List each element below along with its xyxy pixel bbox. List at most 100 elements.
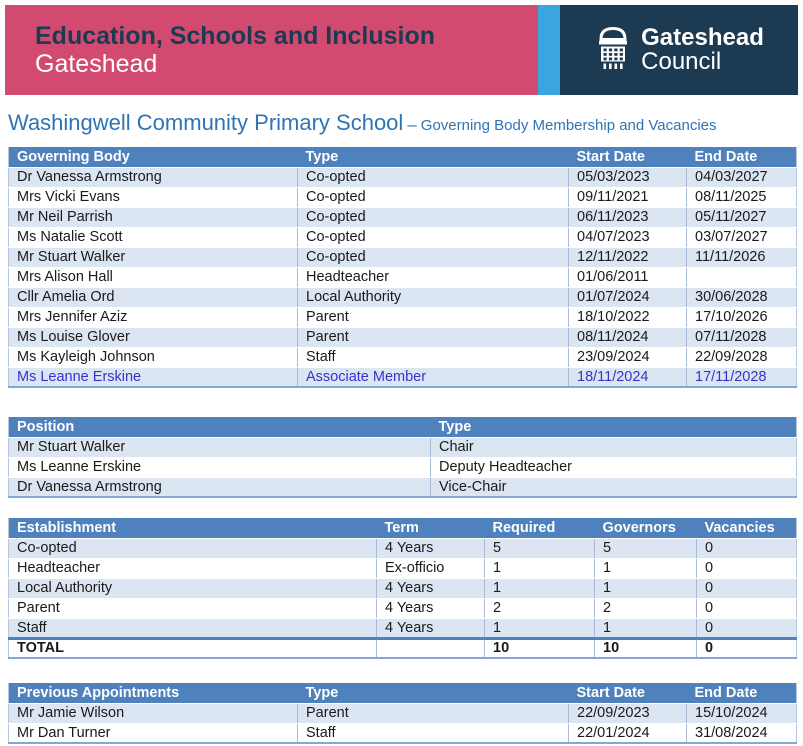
cell: 03/07/2027 xyxy=(686,227,797,248)
column-header: Establishment xyxy=(8,518,377,539)
column-header: Term xyxy=(376,518,485,539)
cell: 11/11/2026 xyxy=(686,247,797,268)
cell: Cllr Amelia Ord xyxy=(8,287,298,308)
cell: Ms Leanne Erskine xyxy=(8,367,298,388)
cell: 4 Years xyxy=(376,578,485,599)
cell: 04/07/2023 xyxy=(568,227,687,248)
page-title: Washingwell Community Primary School – Gov… xyxy=(8,110,717,136)
column-header: Governors xyxy=(594,518,697,539)
cell: Headteacher xyxy=(8,558,377,579)
cell: 0 xyxy=(696,538,797,559)
table-row: Headteacher Ex-officio 1 1 0 xyxy=(8,558,797,579)
positions-table: Position Type Mr Stuart Walker Chair Ms … xyxy=(8,417,797,498)
school-name: Washingwell Community Primary School xyxy=(8,110,404,135)
council-logo-text: Gateshead Council xyxy=(641,23,764,75)
divider-stripe xyxy=(538,5,560,95)
cell: 0 xyxy=(696,598,797,619)
cell: 01/07/2024 xyxy=(568,287,687,308)
column-header: Start Date xyxy=(568,683,687,704)
column-header: Start Date xyxy=(568,147,687,168)
cell: 22/01/2024 xyxy=(568,723,687,744)
cell: 22/09/2023 xyxy=(568,703,687,724)
cell: Chair xyxy=(430,437,797,458)
cell: 09/11/2021 xyxy=(568,187,687,208)
cell: 07/11/2028 xyxy=(686,327,797,348)
logo-suffix: Council xyxy=(641,48,722,75)
column-header: Previous Appointments xyxy=(8,683,298,704)
table-row: Staff 4 Years 1 1 0 xyxy=(8,618,797,639)
cell: Parent xyxy=(297,327,569,348)
cell: 0 xyxy=(696,636,797,659)
cell: Dr Vanessa Armstrong xyxy=(8,477,431,498)
cell: Ms Natalie Scott xyxy=(8,227,298,248)
table-row: Cllr Amelia Ord Local Authority 01/07/20… xyxy=(8,287,797,308)
cell: 08/11/2025 xyxy=(686,187,797,208)
table-row: Mr Dan Turner Staff 22/01/2024 31/08/202… xyxy=(8,723,797,744)
cell: Local Authority xyxy=(297,287,569,308)
cell: 5 xyxy=(484,538,595,559)
cell: Co-opted xyxy=(297,167,569,188)
previous-appointments-table: Previous Appointments Type Start Date En… xyxy=(8,683,797,744)
cell: Mr Neil Parrish xyxy=(8,207,298,228)
cell: Parent xyxy=(297,307,569,328)
cell: Co-opted xyxy=(297,227,569,248)
column-header: Type xyxy=(430,417,797,438)
cell: 06/11/2023 xyxy=(568,207,687,228)
brand-name: Gateshead xyxy=(35,50,158,78)
page-subtitle: Governing Body Membership and Vacancies xyxy=(420,117,717,134)
cell: Vice-Chair xyxy=(430,477,797,498)
cell: 01/06/2011 xyxy=(568,267,687,288)
header-row: Establishment Term Required Governors Va… xyxy=(8,518,797,539)
cell: Dr Vanessa Armstrong xyxy=(8,167,298,188)
cell: 1 xyxy=(484,618,595,639)
table-row: Mrs Jennifer Aziz Parent 18/10/2022 17/1… xyxy=(8,307,797,328)
cell: Mr Stuart Walker xyxy=(8,437,431,458)
cell: 30/06/2028 xyxy=(686,287,797,308)
council-logo: Gateshead Council xyxy=(560,5,798,95)
cell: 4 Years xyxy=(376,598,485,619)
cell: 10 xyxy=(484,636,595,659)
cell: Local Authority xyxy=(8,578,377,599)
cell: Co-opted xyxy=(297,247,569,268)
department-banner: Education, Schools and Inclusion Gateshe… xyxy=(5,5,538,95)
table-row: Mr Neil Parrish Co-opted 06/11/2023 05/1… xyxy=(8,207,797,228)
logo-name: Gateshead xyxy=(641,23,764,51)
cell: 18/10/2022 xyxy=(568,307,687,328)
cell xyxy=(686,267,797,288)
cell: 1 xyxy=(594,558,697,579)
cell: 4 Years xyxy=(376,618,485,639)
cell: 1 xyxy=(594,618,697,639)
cell: 23/09/2024 xyxy=(568,347,687,368)
cell: Mr Jamie Wilson xyxy=(8,703,298,724)
column-header: Type xyxy=(297,683,569,704)
cell: Staff xyxy=(297,347,569,368)
cell: Parent xyxy=(297,703,569,724)
cell: Ms Kayleigh Johnson xyxy=(8,347,298,368)
table-row: Mrs Vicki Evans Co-opted 09/11/2021 08/1… xyxy=(8,187,797,208)
cell: 0 xyxy=(696,618,797,639)
cell: 1 xyxy=(484,558,595,579)
cell: 31/08/2024 xyxy=(686,723,797,744)
department-title: Education, Schools and Inclusion xyxy=(35,22,436,50)
column-header: Required xyxy=(484,518,595,539)
cell: Mrs Vicki Evans xyxy=(8,187,298,208)
column-header: End Date xyxy=(686,683,797,704)
column-header: Governing Body xyxy=(8,147,298,168)
cell: 12/11/2022 xyxy=(568,247,687,268)
cell: 04/03/2027 xyxy=(686,167,797,188)
column-header: Vacancies xyxy=(696,518,797,539)
table-row: Mr Stuart Walker Chair xyxy=(8,437,797,458)
table-row: Ms Natalie Scott Co-opted 04/07/2023 03/… xyxy=(8,227,797,248)
table-row-associate-member: Ms Leanne Erskine Associate Member 18/11… xyxy=(8,367,797,388)
cell xyxy=(376,636,485,659)
cell: Parent xyxy=(8,598,377,619)
title-dash: – xyxy=(407,115,417,134)
header-banner: Education, Schools and Inclusion Gateshe… xyxy=(5,5,798,95)
cell: Mrs Jennifer Aziz xyxy=(8,307,298,328)
column-header: Type xyxy=(297,147,569,168)
civic-centre-building-icon xyxy=(599,26,628,69)
cell: 1 xyxy=(484,578,595,599)
cell: Associate Member xyxy=(297,367,569,388)
cell: Co-opted xyxy=(297,207,569,228)
cell: Ex-officio xyxy=(376,558,485,579)
